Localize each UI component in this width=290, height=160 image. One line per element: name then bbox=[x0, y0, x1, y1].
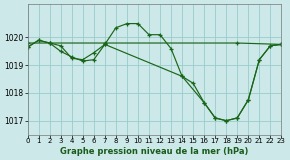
X-axis label: Graphe pression niveau de la mer (hPa): Graphe pression niveau de la mer (hPa) bbox=[60, 147, 249, 156]
